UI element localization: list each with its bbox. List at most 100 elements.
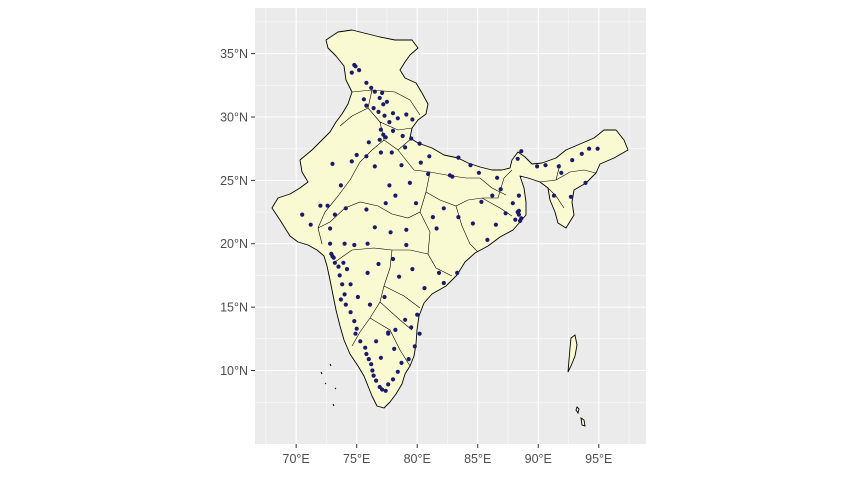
y-axis-tick-labels: 10°N 15°N 20°N 25°N 30°N 35°N bbox=[220, 47, 248, 378]
location-point bbox=[308, 222, 313, 227]
x-tick-label: 80°E bbox=[404, 452, 431, 466]
location-point bbox=[390, 377, 396, 382]
location-point bbox=[364, 154, 369, 159]
location-point bbox=[390, 111, 396, 116]
x-tick-label: 85°E bbox=[464, 452, 491, 466]
location-point bbox=[353, 331, 358, 336]
x-tick-label: 70°E bbox=[283, 452, 310, 466]
location-point bbox=[300, 212, 305, 217]
location-point bbox=[364, 103, 369, 108]
location-point bbox=[365, 270, 370, 275]
location-point bbox=[395, 116, 400, 121]
state-borders bbox=[317, 89, 597, 367]
location-point bbox=[370, 368, 375, 373]
location-point bbox=[380, 90, 385, 95]
location-point bbox=[352, 319, 357, 324]
location-point bbox=[395, 369, 400, 374]
location-point bbox=[387, 120, 392, 125]
location-point bbox=[354, 152, 359, 158]
location-point bbox=[415, 312, 420, 317]
location-point bbox=[383, 135, 388, 140]
location-point bbox=[378, 150, 383, 155]
location-point bbox=[403, 145, 408, 150]
location-point bbox=[516, 212, 522, 217]
location-point bbox=[493, 222, 498, 227]
location-point bbox=[515, 156, 520, 161]
location-point bbox=[340, 282, 345, 287]
location-point bbox=[390, 256, 396, 262]
location-point bbox=[399, 163, 404, 168]
location-point bbox=[393, 327, 398, 332]
location-point bbox=[377, 95, 382, 101]
location-point bbox=[568, 194, 574, 199]
location-point bbox=[369, 362, 374, 367]
location-point bbox=[390, 128, 396, 133]
y-tick-label: 15°N bbox=[220, 301, 248, 315]
y-axis-ticks bbox=[251, 53, 255, 371]
location-point bbox=[476, 170, 481, 175]
location-point bbox=[374, 378, 379, 383]
location-point bbox=[413, 201, 419, 206]
location-point bbox=[397, 274, 402, 279]
location-point bbox=[366, 140, 371, 145]
location-point bbox=[330, 161, 335, 166]
location-point bbox=[383, 201, 388, 206]
location-point bbox=[468, 163, 473, 168]
andaman-islands bbox=[567, 334, 578, 373]
location-point bbox=[386, 331, 391, 336]
location-point bbox=[338, 183, 343, 188]
x-axis-ticks bbox=[295, 444, 600, 448]
location-point bbox=[383, 388, 388, 393]
location-point bbox=[410, 267, 415, 272]
location-point bbox=[495, 175, 500, 180]
location-point bbox=[436, 270, 442, 275]
location-point bbox=[369, 85, 374, 90]
location-point bbox=[363, 345, 368, 350]
location-point bbox=[374, 339, 379, 344]
location-point bbox=[418, 160, 423, 165]
location-point bbox=[342, 241, 347, 246]
location-point bbox=[364, 80, 369, 85]
location-point bbox=[376, 261, 381, 267]
location-point bbox=[409, 136, 414, 141]
location-point bbox=[372, 89, 377, 94]
location-point bbox=[399, 360, 404, 365]
location-point bbox=[456, 155, 461, 160]
location-point bbox=[404, 242, 409, 248]
location-point bbox=[357, 68, 362, 73]
location-point bbox=[510, 201, 515, 206]
location-point bbox=[328, 226, 333, 231]
location-point bbox=[371, 373, 376, 378]
location-point bbox=[392, 346, 397, 351]
location-point bbox=[382, 113, 387, 118]
lakshadweep-islands bbox=[320, 363, 337, 407]
points-layer bbox=[300, 62, 600, 393]
mainland-outline bbox=[271, 29, 629, 409]
location-point bbox=[426, 171, 431, 177]
location-point bbox=[378, 127, 383, 132]
location-point bbox=[412, 344, 417, 349]
location-point bbox=[381, 102, 386, 107]
location-point bbox=[441, 280, 446, 286]
location-point bbox=[479, 199, 484, 204]
location-point bbox=[386, 382, 391, 387]
location-point bbox=[583, 180, 588, 185]
location-point bbox=[595, 146, 600, 151]
location-point bbox=[354, 326, 359, 331]
location-point bbox=[485, 237, 490, 242]
location-point bbox=[331, 255, 336, 260]
location-point bbox=[587, 146, 592, 151]
location-point bbox=[336, 264, 341, 269]
y-tick-label: 10°N bbox=[220, 364, 248, 378]
location-point bbox=[393, 193, 398, 198]
location-point bbox=[352, 242, 357, 248]
x-tick-label: 90°E bbox=[525, 452, 552, 466]
location-point bbox=[372, 225, 377, 230]
location-point bbox=[332, 260, 337, 265]
nicobar-island-1 bbox=[575, 406, 580, 415]
location-point bbox=[380, 387, 385, 392]
location-point bbox=[366, 357, 371, 362]
location-point bbox=[372, 164, 377, 169]
location-point bbox=[342, 292, 347, 297]
location-point bbox=[348, 282, 353, 287]
